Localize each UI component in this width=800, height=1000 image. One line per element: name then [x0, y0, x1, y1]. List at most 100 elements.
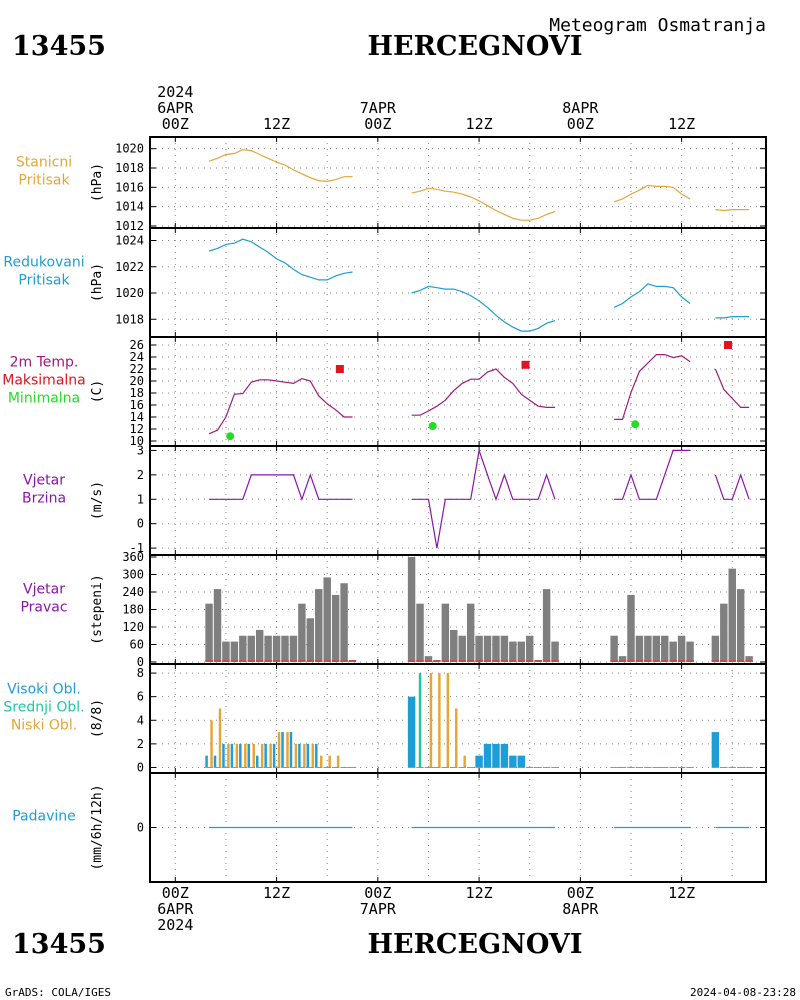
y-tick-label: 26	[130, 338, 144, 352]
wind-direction-bar	[669, 641, 677, 662]
cloud-low-bar	[455, 708, 458, 768]
wind-direction-bar	[711, 635, 720, 662]
cloud-low-bar	[320, 755, 323, 768]
cloud-high-bar	[255, 755, 259, 768]
y-tick-label: 6	[137, 690, 144, 704]
wind-direction-bar	[205, 603, 213, 662]
tmax-marker	[724, 341, 733, 349]
top-time-label: 7APR	[360, 99, 397, 117]
y-tick-label: 1024	[115, 234, 144, 248]
cloud-low-bar	[463, 755, 466, 768]
y-tick-label: 2	[137, 468, 144, 482]
y-tick-label: 60	[130, 638, 144, 652]
wind-direction-bar	[255, 629, 264, 662]
cloud-high-bar	[483, 743, 492, 768]
reduced_pressure-series-line	[613, 283, 691, 308]
cloud-high-bar	[213, 755, 217, 768]
wind-direction-bar	[264, 635, 272, 662]
wind-direction-bar	[340, 583, 348, 662]
top-time-label: 00Z	[162, 115, 189, 133]
wind-direction-bar	[213, 589, 222, 662]
wind-direction-bar	[416, 603, 424, 662]
panel-frame	[149, 336, 767, 447]
panel-label: Vjetar	[23, 473, 65, 489]
panel-label: Brzina	[22, 491, 66, 507]
wind-direction-bar	[728, 568, 736, 662]
footer-credit: GrADS: COLA/IGES	[5, 986, 111, 999]
panel-frame	[149, 445, 767, 556]
cloud-high-bar	[407, 696, 416, 768]
footer-timestamp: 2024-04-08-23:28	[690, 986, 796, 999]
cloud-low-bar	[438, 673, 441, 768]
cloud-low-bar	[235, 743, 239, 768]
y-tick-label: 1022	[115, 260, 144, 274]
top-time-label: 6APR	[157, 99, 194, 117]
station_pressure-series-line	[208, 148, 353, 183]
station-name-top: HERCEGNOVI	[368, 31, 583, 62]
cloud-low-bar	[277, 732, 281, 768]
wind_speed-series-line	[411, 450, 556, 549]
wind-direction-bar	[441, 603, 450, 662]
cloud-high-bar	[306, 743, 310, 768]
tmin-marker	[631, 420, 640, 429]
wind-direction-bar	[458, 635, 466, 662]
y-tick-label: 3	[137, 443, 144, 457]
y-tick-label: 2	[137, 737, 144, 751]
y-tick-label: 0	[137, 760, 144, 774]
wind-direction-bar	[298, 603, 306, 662]
y-tick-label: 18	[130, 386, 144, 400]
wind-direction-bar	[526, 635, 534, 662]
panel-label: Padavine	[12, 809, 76, 825]
wind-direction-bar	[315, 589, 323, 662]
panel-station_pressure: 1012 1014 1016 1018 1020 (hPa) Stanicni Pritisa…	[16, 136, 767, 233]
wind-direction-bar	[517, 641, 526, 662]
cloud-low-bar	[269, 743, 272, 768]
wind_speed-series-line	[714, 473, 750, 500]
cloud-high-bar	[281, 732, 284, 768]
y-tick-label: 1012	[115, 219, 144, 233]
wind-direction-bar	[247, 635, 255, 662]
panel-label: Vjetar	[23, 582, 65, 598]
wind_speed-series-line	[209, 473, 353, 502]
y-tick-label: 240	[122, 585, 144, 599]
y-tick-label: 120	[122, 620, 144, 634]
y-axis-unit-label: (8/8)	[90, 699, 105, 738]
wind-direction-bar	[281, 635, 289, 662]
wind-direction-bar	[661, 635, 669, 662]
wind-direction-bar	[736, 589, 745, 662]
panel-frame	[149, 136, 767, 229]
panel-label: Redukovani	[3, 255, 84, 271]
y-axis-unit-label: (stepeni)	[90, 574, 105, 644]
reduced_pressure-series-line	[208, 238, 353, 281]
top-time-label: 12Z	[466, 115, 493, 133]
y-tick-label: 22	[130, 362, 144, 376]
bottom-time-label: 12Z	[668, 884, 695, 902]
cloud-high-bar	[205, 755, 208, 768]
y-tick-label: 14	[130, 410, 144, 424]
wind-direction-bar	[407, 557, 416, 662]
wind-direction-bar	[686, 641, 694, 662]
panel-label: Srednji Obl.	[3, 700, 84, 716]
cloud-low-bar	[218, 708, 222, 768]
wind-direction-bar	[306, 618, 315, 662]
bottom-time-label: 00Z	[567, 884, 594, 902]
y-tick-label: 24	[130, 350, 144, 364]
temperature-series-line	[714, 368, 750, 408]
panel-label: Minimalna	[8, 391, 80, 407]
wind_speed-series-line	[614, 449, 691, 500]
wind-direction-bar	[618, 656, 627, 662]
cloud-low-bar	[303, 743, 306, 768]
cloud-high-bar	[239, 743, 242, 768]
bottom-time-label: 00Z	[364, 884, 391, 902]
cloud-high-bar	[509, 755, 517, 768]
panel-wind_speed: -1 0 1 2 3 (m/s) Vjetar Brzina	[22, 443, 767, 556]
wind-direction-bar	[652, 635, 661, 662]
cloud-low-bar	[286, 732, 289, 768]
panel-precipitation: 0 (mm/6h/12h) Padavine	[12, 772, 767, 883]
cloud-high-bar	[264, 743, 267, 768]
cloud-high-bar	[315, 743, 318, 768]
y-tick-label: 0	[137, 517, 144, 531]
cloud-low-bar	[244, 743, 247, 768]
